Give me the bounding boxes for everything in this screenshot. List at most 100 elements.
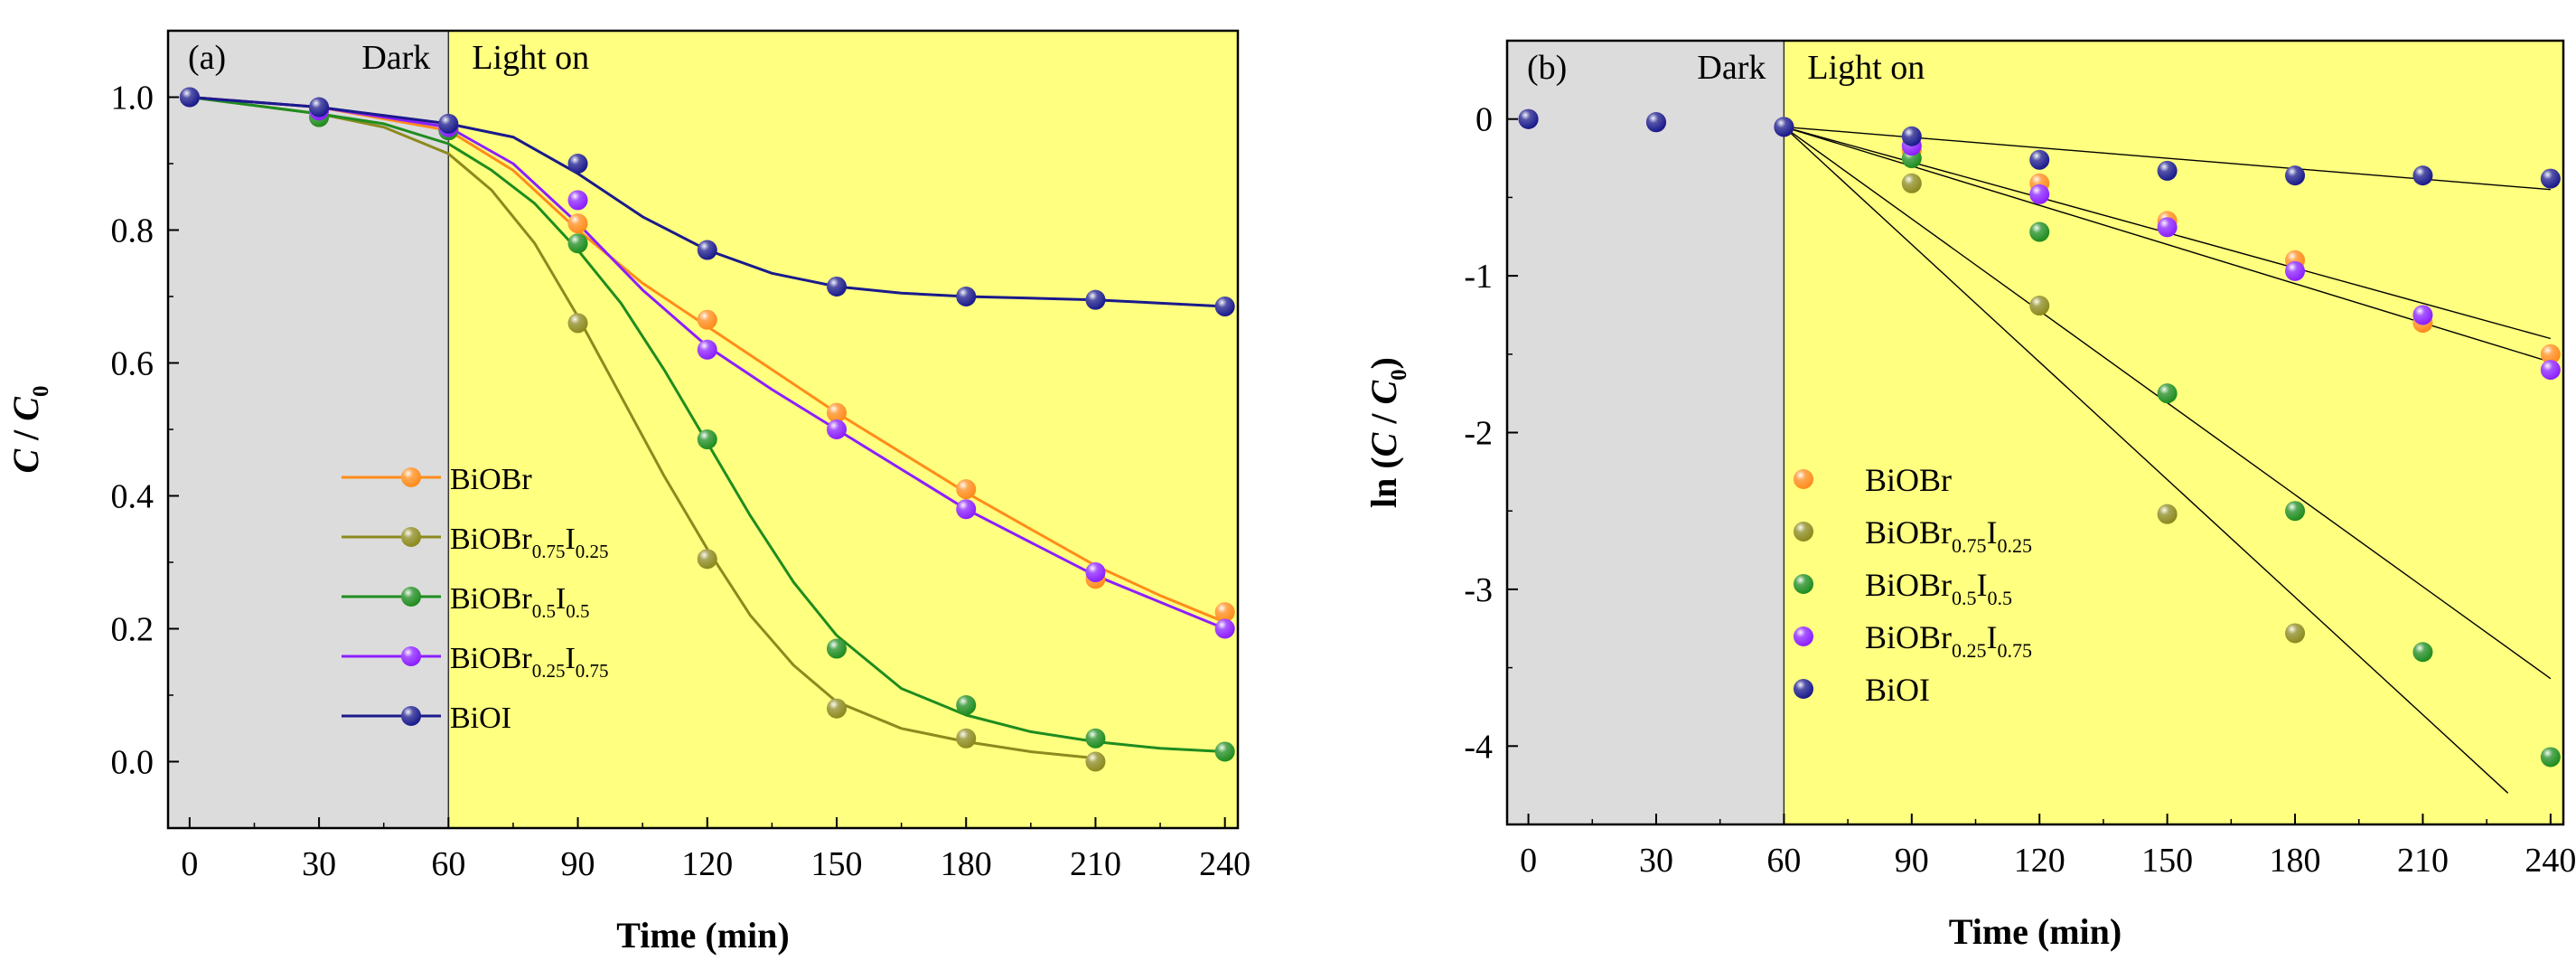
data-point-bioi-240: [1214, 297, 1235, 317]
legend-label: BiOI: [1865, 672, 1930, 708]
panel-label: (b): [1527, 49, 1567, 87]
legend-label: BiOI: [450, 702, 511, 735]
y-tick-label: 0.0: [111, 744, 155, 782]
y-tick-label: 0.8: [111, 212, 155, 250]
fit-line-biobr075i025: [189, 96, 1096, 760]
legend-label: BiOBr: [1865, 462, 1952, 498]
data-point-bioi-210: [1085, 289, 1106, 310]
data-point-biobr075i025-90: [1901, 173, 1922, 193]
legend-item: BiOI: [342, 702, 511, 735]
data-point-bioi-0: [1518, 108, 1539, 129]
data-point-biobr05i05-240: [1214, 741, 1235, 762]
legend-item: BiOBr0.75I0.25: [342, 523, 609, 562]
data-point-biobr075i025-180: [956, 728, 977, 749]
x-tick-label: 90: [1895, 842, 1929, 880]
data-point-biobr025i075-210: [1085, 562, 1106, 583]
x-tick-label: 30: [302, 845, 336, 883]
x-tick-label: 240: [1199, 845, 1251, 883]
y-axis-title: C / C0: [5, 386, 53, 474]
x-tick-label: 30: [1639, 842, 1673, 880]
data-point-biobr025i075-240: [2540, 360, 2561, 381]
data-point-bioi-30: [309, 97, 330, 118]
data-point-biobr05i05-120: [2029, 221, 2050, 242]
y-tick-label: 0.4: [111, 478, 155, 516]
legend-label: BiOBr0.25I0.75: [450, 642, 609, 682]
dark-region: [168, 31, 449, 828]
data-point-biobr05i05-120: [697, 429, 717, 450]
data-point-biobr025i075-210: [2412, 305, 2433, 325]
data-point-biobr-240: [2540, 344, 2561, 364]
data-point-biobr05i05-210: [1085, 728, 1106, 749]
data-point-biobr025i075-180: [956, 499, 977, 520]
x-axis-title: Time (min): [616, 915, 789, 956]
data-point-biobr075i025-180: [2285, 623, 2306, 644]
data-point-bioi-210: [2412, 165, 2433, 186]
x-tick-label: 150: [811, 845, 863, 883]
data-point-bioi-60: [438, 113, 459, 134]
data-point-biobr075i025-150: [827, 698, 847, 719]
legend: BiOBr BiOBr0.75I0.25 BiOBr0.5I0.5 BiOBr0.25…: [342, 463, 609, 735]
legend-item: BiOI: [1794, 672, 1930, 708]
data-point-biobr-240: [1214, 602, 1235, 623]
data-point-biobr025i075-240: [1214, 618, 1235, 639]
legend-item: BiOBr0.25I0.75: [342, 642, 609, 682]
legend-item: BiOBr: [1794, 462, 1952, 498]
data-point-bioi-240: [2540, 168, 2561, 189]
y-axis-title: ln (C / C0): [1363, 357, 1411, 508]
light-on-label: Light on: [1807, 49, 1925, 87]
data-point-biobr075i025-150: [2157, 504, 2178, 524]
data-point-biobr05i05-150: [827, 638, 847, 659]
x-axis-title: Time (min): [1949, 911, 2122, 952]
x-tick-label: 240: [2524, 842, 2576, 880]
fit-line-biobr: [189, 96, 1226, 624]
legend-label: BiOBr0.75I0.25: [450, 523, 609, 562]
data-point-biobr-120: [697, 309, 717, 330]
y-tick-label: 0.2: [111, 611, 155, 649]
legend-item: BiOBr0.5I0.5: [1794, 567, 2012, 609]
data-point-bioi-30: [1645, 112, 1666, 133]
data-point-biobr075i025-120: [2029, 296, 2050, 316]
data-point-bioi-0: [179, 87, 200, 108]
data-point-biobr025i075-150: [2157, 217, 2178, 238]
data-point-biobr05i05-180: [2285, 501, 2306, 522]
data-point-bioi-90: [1901, 126, 1922, 146]
legend-label: BiOBr0.5I0.5: [1865, 567, 2012, 609]
panel-b-plot: 0 30 60 90 120 150 180 210 240 0 -1 -2 -3 -4 (b) Dark Li…: [1363, 39, 2576, 952]
data-point-biobr-150: [827, 402, 847, 423]
legend-label: BiOBr0.75I0.25: [1865, 514, 2032, 557]
fit-line-biobr075i025: [1783, 126, 2509, 794]
legend: BiOBr BiOBr0.75I0.25 BiOBr0.5I0.5 BiOBr0.25…: [1794, 462, 2032, 708]
x-tick-label: 150: [2141, 842, 2193, 880]
data-point-bioi-120: [2029, 149, 2050, 170]
x-tick-label: 210: [1070, 845, 1121, 883]
legend-label: BiOBr0.25I0.75: [1865, 619, 2032, 662]
data-point-biobr-90: [567, 213, 588, 234]
data-point-biobr025i075-120: [2029, 184, 2050, 204]
legend-label: BiOBr: [450, 463, 532, 496]
x-tick-label: 60: [431, 845, 465, 883]
x-tick-label: 210: [2397, 842, 2449, 880]
dark-label: Dark: [361, 39, 430, 77]
x-tick-label: 180: [941, 845, 992, 883]
y-tick-label: 0.6: [111, 345, 155, 383]
data-point-bioi-90: [567, 154, 588, 174]
legend-item: BiOBr0.75I0.25: [1794, 514, 2032, 557]
legend-item: BiOBr0.5I0.5: [342, 582, 590, 622]
y-tick-label: -4: [1464, 728, 1493, 766]
y-tick-label: -3: [1464, 571, 1493, 609]
legend-label: BiOBr0.5I0.5: [450, 582, 590, 622]
x-tick-label: 60: [1766, 842, 1801, 880]
light-on-label: Light on: [472, 39, 589, 77]
y-tick-label: -1: [1464, 258, 1493, 296]
y-tick-label: 0: [1475, 101, 1493, 139]
dark-region: [1507, 41, 1784, 824]
panel-label: (a): [188, 39, 226, 77]
data-point-biobr075i025-120: [697, 549, 717, 570]
data-point-bioi-150: [827, 276, 847, 297]
legend-item: BiOBr: [342, 463, 532, 496]
data-point-biobr05i05-180: [956, 695, 977, 716]
data-point-biobr025i075-90: [567, 190, 588, 211]
data-point-biobr05i05-150: [2157, 383, 2178, 404]
x-tick-label: 120: [2014, 842, 2065, 880]
